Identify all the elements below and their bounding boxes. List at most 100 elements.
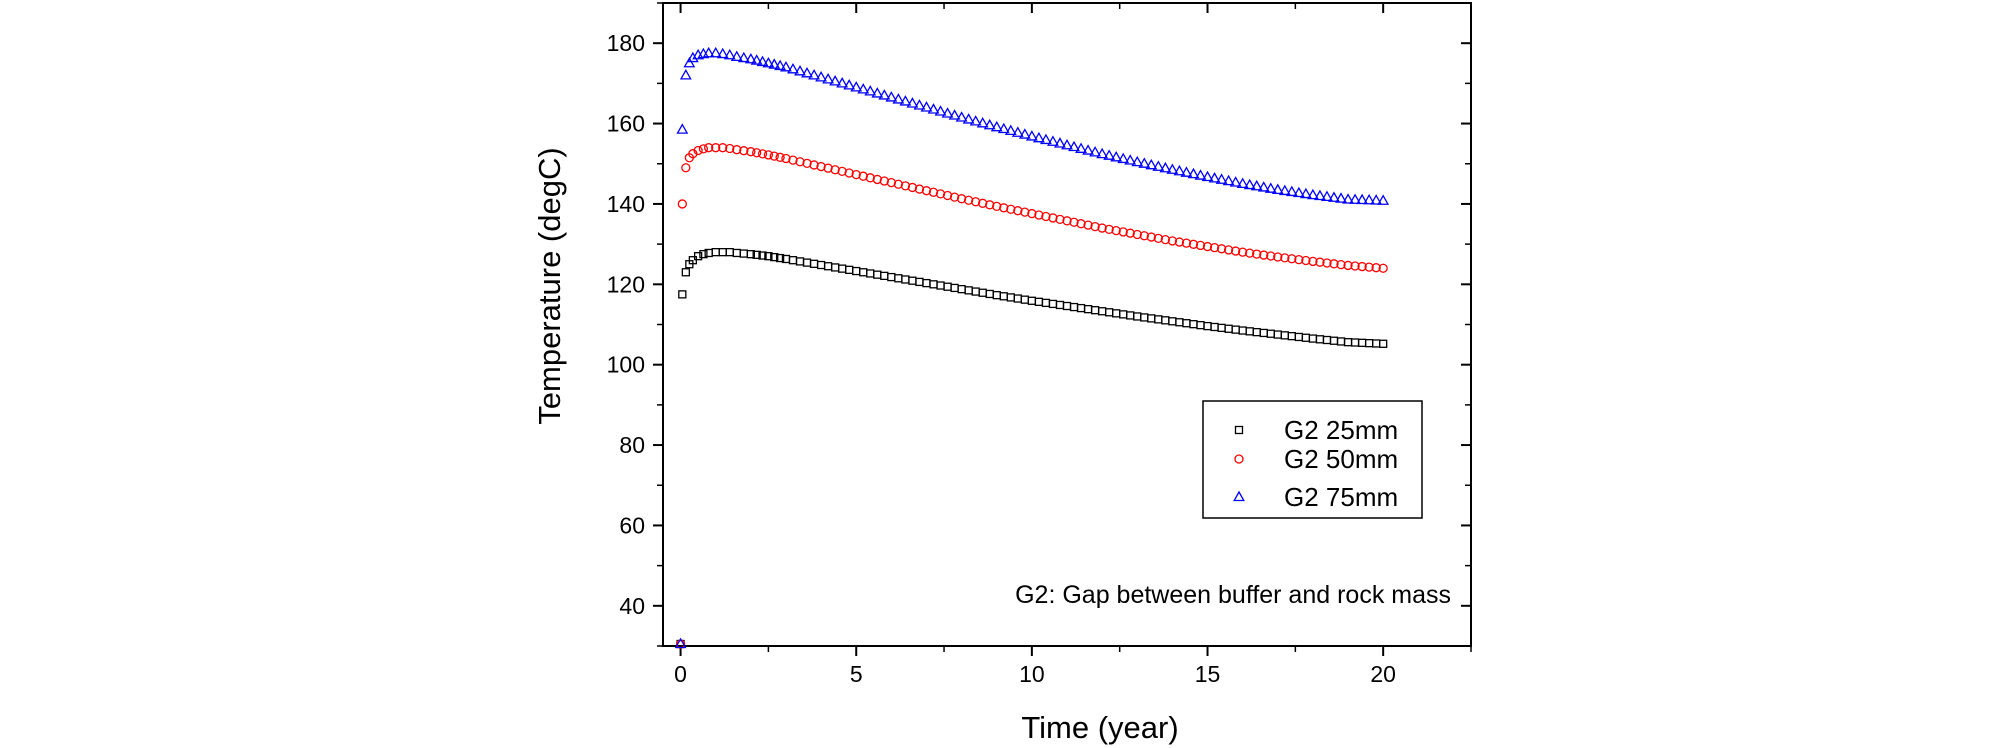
data-point [1315, 335, 1325, 344]
data-point [830, 165, 840, 175]
data-point [1111, 225, 1121, 236]
data-point [762, 56, 775, 68]
data-point [1168, 317, 1177, 326]
data-point [1181, 238, 1192, 248]
data-point [750, 54, 763, 65]
x-tick-label: 20 [1370, 661, 1396, 687]
data-point [764, 252, 773, 261]
data-point [851, 169, 861, 180]
data-point [1266, 251, 1276, 261]
data-point [1264, 182, 1277, 193]
data-point [739, 146, 749, 156]
data-point [1152, 160, 1165, 171]
data-point [880, 271, 889, 281]
data-point [1161, 316, 1170, 325]
data-point [752, 148, 762, 158]
data-point [711, 143, 721, 153]
data-point [992, 201, 1002, 212]
data-point [1322, 335, 1332, 345]
data-point [1259, 328, 1268, 338]
data-point [927, 103, 940, 114]
data-point [732, 248, 741, 258]
data-point [1222, 174, 1235, 186]
data-point [941, 107, 954, 118]
data-point [718, 143, 728, 153]
data-point [1147, 314, 1156, 323]
data-point [857, 83, 870, 94]
data-point [1055, 214, 1065, 225]
data-point [1055, 300, 1065, 310]
data-point [809, 160, 819, 170]
data-point [1131, 155, 1144, 167]
data-point [739, 249, 748, 258]
data-point [1082, 144, 1094, 155]
axis-ticks [653, 2, 1472, 656]
data-point [865, 173, 875, 183]
data-point [1259, 250, 1269, 260]
data-point [1159, 161, 1172, 173]
data-point [1321, 190, 1333, 202]
data-point [711, 248, 720, 257]
data-point [908, 276, 917, 285]
data-point [838, 264, 847, 273]
data-point [1126, 311, 1135, 320]
data-point [1189, 320, 1198, 329]
data-point [681, 163, 691, 173]
data-point [1335, 192, 1347, 203]
data-point [893, 179, 904, 189]
y-tick-label: 40 [619, 593, 645, 619]
data-point [928, 187, 939, 197]
data-point [781, 153, 791, 164]
data-point [1062, 301, 1072, 311]
data-point [971, 287, 980, 296]
data-point [920, 101, 933, 112]
data-point [1229, 176, 1242, 187]
data-point [962, 113, 975, 124]
data-point [906, 97, 919, 108]
data-point [1252, 249, 1262, 259]
data-point [1062, 216, 1072, 226]
data-point [843, 79, 856, 90]
data-point [866, 269, 875, 278]
data-point [914, 184, 925, 194]
data-point [709, 46, 722, 58]
data-point [801, 67, 813, 78]
data-point [775, 152, 785, 162]
data-point [1132, 229, 1142, 240]
data-point [1117, 152, 1130, 164]
data-point [1314, 189, 1326, 201]
data-point [1018, 128, 1031, 139]
data-point [1202, 241, 1213, 252]
data-point [732, 145, 742, 155]
data-point [1083, 304, 1093, 314]
data-point [1076, 219, 1086, 229]
data-point [1047, 135, 1059, 146]
data-point [1027, 296, 1037, 305]
data-point [879, 176, 889, 186]
data-point [1118, 227, 1128, 237]
data-point [816, 161, 826, 172]
data-point [1075, 142, 1087, 153]
data-point [1287, 331, 1296, 341]
data-point [1195, 240, 1206, 251]
data-point [1083, 220, 1093, 230]
data-point [1041, 211, 1051, 222]
data-point [1210, 322, 1219, 332]
data-point [1025, 130, 1038, 141]
data-point [1034, 210, 1044, 220]
data-point [976, 116, 989, 128]
data-point [1194, 169, 1207, 180]
data-point [802, 158, 812, 169]
data-point [1180, 166, 1193, 177]
data-point [1105, 308, 1114, 317]
data-point [693, 252, 703, 261]
data-point [990, 120, 1003, 132]
legend-marker [1234, 425, 1244, 435]
data-point [725, 248, 734, 257]
data-point [969, 115, 982, 126]
data-point [699, 250, 708, 259]
data-point [1349, 193, 1361, 204]
data-point [1097, 307, 1107, 316]
data-point [1377, 194, 1390, 205]
